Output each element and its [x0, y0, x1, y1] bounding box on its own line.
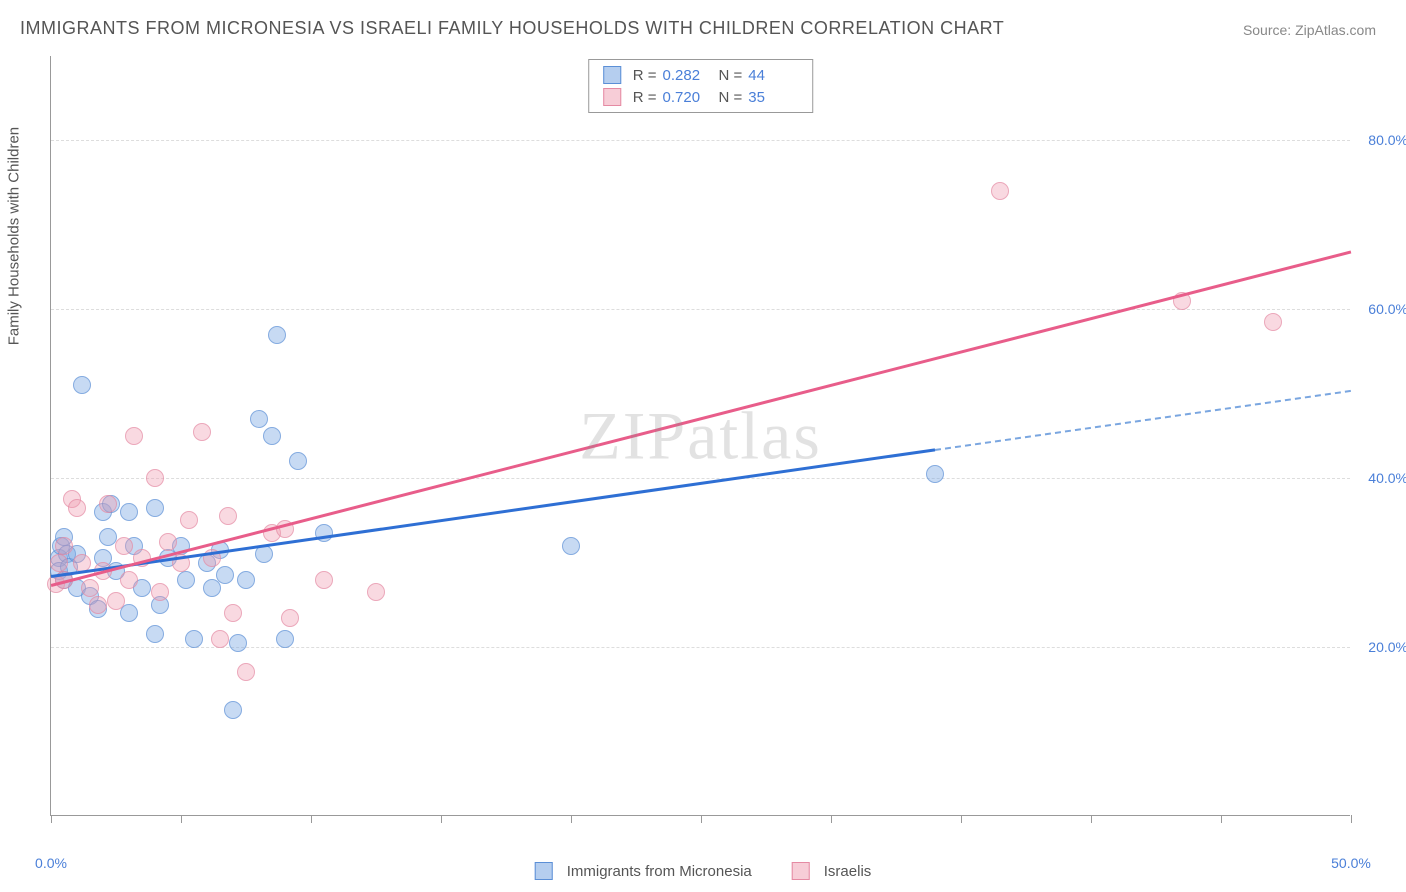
data-point — [146, 625, 164, 643]
x-tick — [1351, 815, 1352, 823]
data-point — [315, 524, 333, 542]
data-point — [73, 376, 91, 394]
data-point — [115, 537, 133, 555]
data-point — [224, 604, 242, 622]
scatter-plot-area: ZIPatlas R = 0.282 N = 44 R = 0.720 N = … — [50, 56, 1350, 816]
swatch-pink-icon — [603, 88, 621, 106]
x-tick — [441, 815, 442, 823]
data-point — [315, 571, 333, 589]
y-tick-label: 40.0% — [1368, 470, 1406, 486]
source-attribution: Source: ZipAtlas.com — [1243, 22, 1376, 38]
source-prefix: Source: — [1243, 22, 1295, 38]
watermark: ZIPatlas — [579, 396, 822, 475]
data-point — [237, 663, 255, 681]
y-axis-label: Family Households with Children — [6, 127, 23, 345]
stats-row-series1: R = 0.282 N = 44 — [603, 64, 799, 86]
stats-row-series2: R = 0.720 N = 35 — [603, 86, 799, 108]
data-point — [1264, 313, 1282, 331]
grid-line — [51, 140, 1350, 141]
data-point — [926, 465, 944, 483]
legend-label-series1: Immigrants from Micronesia — [567, 863, 752, 880]
data-point — [177, 571, 195, 589]
data-point — [125, 427, 143, 445]
data-point — [55, 537, 73, 555]
grid-line — [51, 478, 1350, 479]
data-point — [107, 592, 125, 610]
data-point — [216, 566, 234, 584]
data-point — [229, 634, 247, 652]
swatch-pink-icon — [792, 862, 810, 880]
x-tick — [831, 815, 832, 823]
data-point — [281, 609, 299, 627]
x-tick — [1221, 815, 1222, 823]
x-tick-label: 50.0% — [1331, 855, 1371, 871]
x-tick — [181, 815, 182, 823]
x-tick — [311, 815, 312, 823]
data-point — [276, 630, 294, 648]
data-point — [81, 579, 99, 597]
data-point — [367, 583, 385, 601]
data-point — [146, 469, 164, 487]
data-point — [146, 499, 164, 517]
n-value-series2: 35 — [748, 89, 798, 106]
data-point — [151, 583, 169, 601]
n-label: N = — [719, 89, 743, 106]
data-point — [193, 423, 211, 441]
data-point — [99, 495, 117, 513]
r-label: R = — [633, 67, 657, 84]
n-label: N = — [719, 67, 743, 84]
data-point — [180, 511, 198, 529]
data-point — [185, 630, 203, 648]
swatch-blue-icon — [535, 862, 553, 880]
x-tick — [1091, 815, 1092, 823]
data-point — [268, 326, 286, 344]
series-legend: Immigrants from Micronesia Israelis — [535, 862, 872, 880]
x-tick — [961, 815, 962, 823]
legend-item-series2: Israelis — [792, 862, 872, 880]
data-point — [991, 182, 1009, 200]
data-point — [562, 537, 580, 555]
chart-title: IMMIGRANTS FROM MICRONESIA VS ISRAELI FA… — [20, 18, 1004, 39]
n-value-series1: 44 — [748, 67, 798, 84]
legend-item-series1: Immigrants from Micronesia — [535, 862, 752, 880]
data-point — [120, 571, 138, 589]
data-point — [159, 533, 177, 551]
data-point — [255, 545, 273, 563]
r-label: R = — [633, 89, 657, 106]
swatch-blue-icon — [603, 66, 621, 84]
x-tick — [571, 815, 572, 823]
data-point — [219, 507, 237, 525]
y-tick-label: 60.0% — [1368, 301, 1406, 317]
y-tick-label: 20.0% — [1368, 639, 1406, 655]
legend-label-series2: Israelis — [824, 863, 872, 880]
data-point — [263, 427, 281, 445]
data-point — [120, 503, 138, 521]
data-point — [224, 701, 242, 719]
y-tick-label: 80.0% — [1368, 132, 1406, 148]
data-point — [289, 452, 307, 470]
data-point — [68, 499, 86, 517]
x-tick — [51, 815, 52, 823]
trend-line-extrapolation — [935, 390, 1351, 451]
r-value-series1: 0.282 — [663, 67, 713, 84]
grid-line — [51, 309, 1350, 310]
data-point — [237, 571, 255, 589]
r-value-series2: 0.720 — [663, 89, 713, 106]
data-point — [89, 596, 107, 614]
source-name: ZipAtlas.com — [1295, 22, 1376, 38]
data-point — [211, 630, 229, 648]
correlation-stats-legend: R = 0.282 N = 44 R = 0.720 N = 35 — [588, 59, 814, 113]
x-tick-label: 0.0% — [35, 855, 67, 871]
data-point — [50, 554, 68, 572]
data-point — [120, 604, 138, 622]
data-point — [250, 410, 268, 428]
x-tick — [701, 815, 702, 823]
